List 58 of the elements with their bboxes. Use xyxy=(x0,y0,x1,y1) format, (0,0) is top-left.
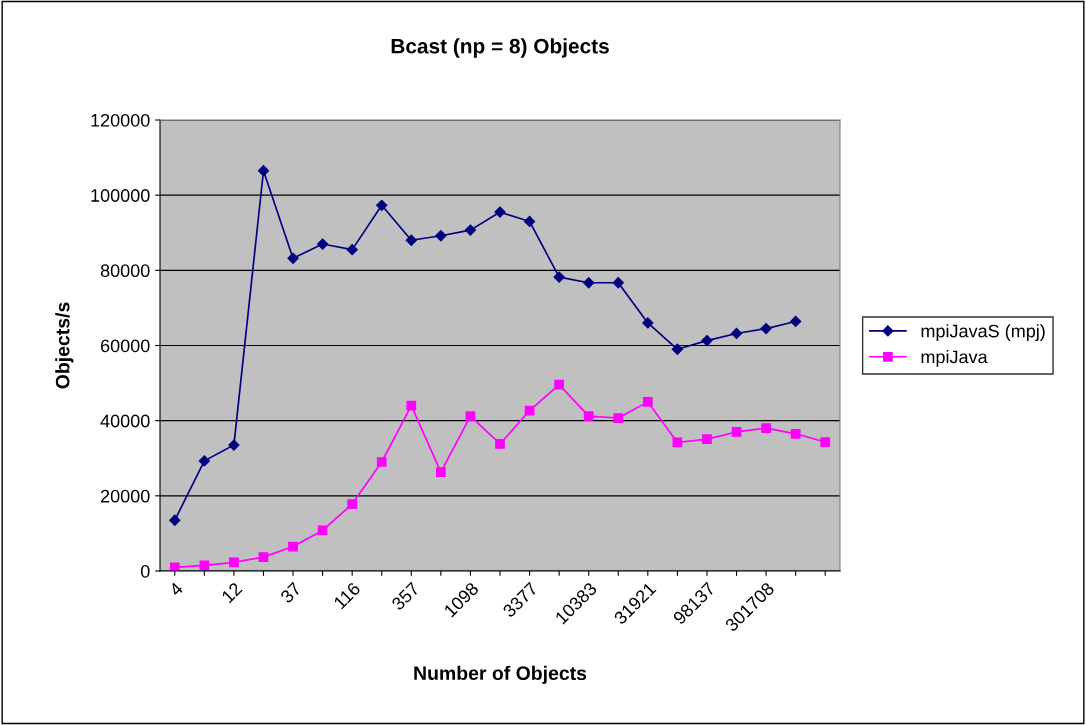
point xyxy=(288,541,298,552)
x-tick-label: 37 xyxy=(279,581,302,604)
point xyxy=(642,397,653,407)
y-tick-label: 120000 xyxy=(91,113,150,127)
point xyxy=(495,439,505,449)
point xyxy=(406,400,417,411)
point xyxy=(671,343,683,355)
point xyxy=(613,413,624,423)
point xyxy=(583,411,594,422)
y-tick-label: 60000 xyxy=(100,339,150,353)
y-tick-label: 80000 xyxy=(100,264,150,278)
point xyxy=(790,428,801,439)
point xyxy=(169,562,180,571)
point xyxy=(730,327,743,340)
x-tick-label: 116 xyxy=(333,581,361,610)
x-tick-label: 357 xyxy=(390,581,421,611)
x-tick-label: 4 xyxy=(168,581,184,597)
point xyxy=(465,411,476,422)
point xyxy=(229,557,239,568)
point xyxy=(554,379,564,390)
point xyxy=(228,439,240,451)
point xyxy=(790,315,802,328)
point xyxy=(376,199,388,211)
point xyxy=(257,165,270,177)
x-axis-title: Number of Objects xyxy=(414,665,587,684)
point xyxy=(820,437,831,447)
point xyxy=(405,234,417,246)
point xyxy=(169,514,181,526)
legend-label: mpiJavaS (mpj) xyxy=(921,324,1045,341)
point xyxy=(731,427,742,437)
legend-label: mpiJava xyxy=(921,350,988,367)
point xyxy=(642,317,654,329)
y-axis-title: Objects/s xyxy=(55,302,74,389)
point xyxy=(317,238,329,250)
point xyxy=(761,423,771,434)
point xyxy=(347,499,358,509)
point xyxy=(436,467,446,478)
point xyxy=(701,335,713,347)
point xyxy=(523,215,536,228)
point xyxy=(199,560,210,571)
point xyxy=(702,434,712,444)
chart-title: Bcast (np = 8) Objects xyxy=(391,38,609,58)
point xyxy=(760,322,772,335)
point xyxy=(612,277,624,289)
point xyxy=(435,230,447,242)
point xyxy=(287,252,299,264)
point xyxy=(346,244,358,256)
point xyxy=(376,457,387,467)
x-tick-label: 12 xyxy=(221,581,243,604)
point xyxy=(553,271,565,283)
y-tick-label: 40000 xyxy=(100,414,150,428)
point xyxy=(464,224,477,236)
point xyxy=(198,455,210,467)
point xyxy=(583,277,595,289)
y-tick-label: 20000 xyxy=(100,489,150,503)
y-tick-label: 100000 xyxy=(91,189,150,202)
point xyxy=(258,552,269,562)
y-tick-label: 0 xyxy=(140,564,150,578)
